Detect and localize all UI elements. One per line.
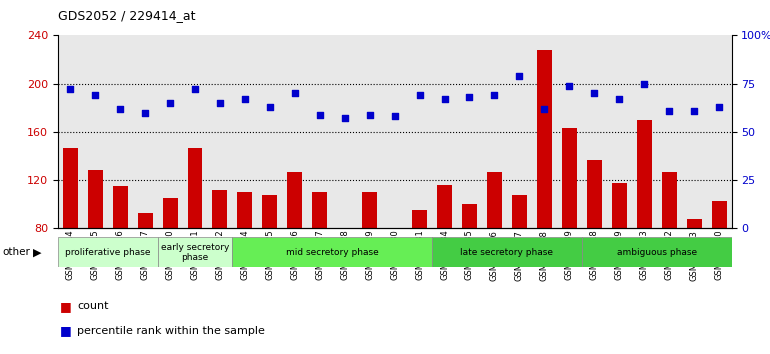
Point: [214, 100, 226, 106]
Bar: [711, 201, 727, 325]
Bar: [587, 160, 601, 325]
Bar: [687, 219, 701, 325]
Bar: [233, 237, 432, 267]
Text: ambiguous phase: ambiguous phase: [617, 248, 697, 257]
Bar: [287, 172, 303, 325]
Bar: [237, 192, 253, 325]
Point: [514, 73, 526, 79]
Bar: [162, 198, 178, 325]
Text: early secretory
phase: early secretory phase: [161, 242, 229, 262]
Bar: [437, 185, 452, 325]
Point: [388, 114, 400, 119]
Text: ■: ■: [60, 325, 72, 337]
Bar: [138, 213, 152, 325]
Point: [538, 106, 551, 112]
Point: [89, 92, 102, 98]
Point: [313, 112, 326, 117]
Point: [638, 81, 651, 86]
Text: percentile rank within the sample: percentile rank within the sample: [77, 326, 265, 336]
Bar: [337, 233, 352, 325]
Point: [613, 96, 625, 102]
Text: mid secretory phase: mid secretory phase: [286, 248, 379, 257]
Text: ■: ■: [60, 300, 72, 313]
Point: [289, 90, 301, 96]
Point: [413, 92, 426, 98]
Bar: [213, 190, 227, 325]
Bar: [537, 50, 552, 325]
Bar: [313, 192, 327, 325]
Bar: [112, 186, 128, 325]
Point: [713, 104, 725, 110]
Bar: [387, 232, 402, 325]
Point: [64, 87, 76, 92]
Point: [363, 112, 376, 117]
Bar: [611, 183, 627, 325]
Point: [339, 115, 351, 121]
Bar: [661, 172, 677, 325]
Point: [588, 90, 601, 96]
Point: [663, 108, 675, 114]
Bar: [58, 237, 158, 267]
Point: [189, 87, 201, 92]
Bar: [637, 120, 651, 325]
Text: proliferative phase: proliferative phase: [65, 248, 150, 257]
Bar: [462, 204, 477, 325]
Bar: [582, 237, 732, 267]
Bar: [158, 237, 233, 267]
Text: late secretory phase: late secretory phase: [460, 248, 554, 257]
Bar: [62, 148, 78, 325]
Bar: [263, 195, 277, 325]
Point: [139, 110, 151, 115]
Text: ▶: ▶: [32, 247, 42, 257]
Text: other: other: [2, 247, 30, 257]
Point: [464, 94, 476, 100]
Bar: [362, 192, 377, 325]
Point: [263, 104, 276, 110]
Point: [563, 83, 575, 88]
Bar: [88, 170, 102, 325]
Point: [114, 106, 126, 112]
Point: [438, 96, 450, 102]
Point: [239, 96, 251, 102]
Bar: [512, 195, 527, 325]
Bar: [487, 172, 502, 325]
Bar: [562, 128, 577, 325]
Text: GDS2052 / 229414_at: GDS2052 / 229414_at: [58, 9, 196, 22]
Point: [688, 108, 700, 114]
Text: count: count: [77, 301, 109, 311]
Point: [488, 92, 500, 98]
Bar: [188, 148, 203, 325]
Point: [164, 100, 176, 106]
Bar: [412, 210, 427, 325]
Bar: [432, 237, 582, 267]
